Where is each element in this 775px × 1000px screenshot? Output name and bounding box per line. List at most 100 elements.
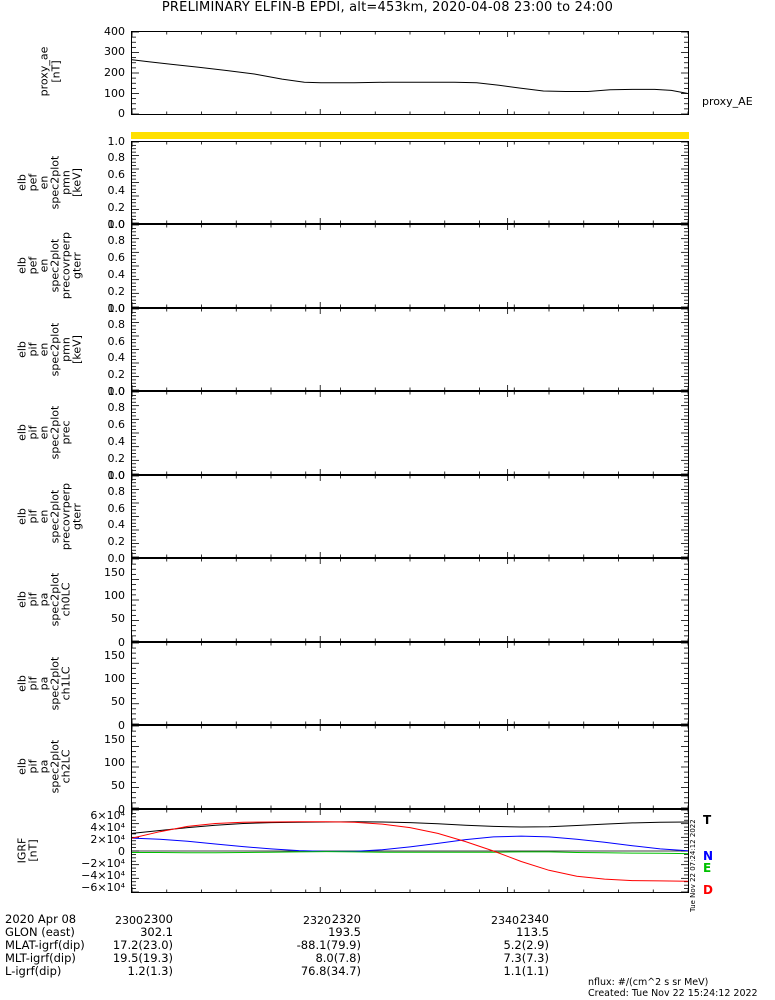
ytick: 1.0 [107, 217, 126, 231]
annotation-value: -88.1(79.9) [296, 938, 361, 952]
ytick: 0.0 [107, 551, 126, 565]
annotation-value: 2340 [519, 912, 549, 926]
ytick: 1.0 [107, 384, 126, 398]
annotation-row-label-date: 2020 Apr 08 [5, 912, 77, 926]
ytick: 0.0 [107, 217, 126, 231]
ytick: 50 [111, 695, 125, 709]
ytick: 400 [104, 25, 125, 38]
ytick: 300 [104, 45, 125, 58]
ytick: 100 [104, 672, 125, 686]
proxy-ae-right-label: proxy_AE [702, 95, 753, 108]
panel-grid [132, 643, 688, 724]
ytick: 1.0 [107, 301, 126, 315]
annotation-value: 17.2(23.0) [112, 938, 173, 952]
ytick: 0 [118, 718, 125, 732]
ytick: 1.0 [107, 134, 126, 148]
panel-grid [132, 726, 688, 808]
panel-proxy-ae [131, 31, 689, 115]
ytick: 0.2 [107, 284, 126, 298]
panel-igrf [131, 809, 689, 893]
ytick: 0 [118, 802, 125, 816]
footer-units: nflux: #/(cm^2 s sr MeV) [588, 977, 709, 988]
panel-grid [132, 392, 688, 474]
annotation-value: 1.1(1.1) [503, 964, 549, 978]
legend-item-east: E [703, 861, 712, 875]
panel-pif-pa-ch1lc [131, 642, 689, 725]
ytick: 0 [118, 844, 125, 858]
panel-grid [132, 559, 688, 641]
axis-label-line: gterr [70, 502, 84, 530]
ytick: 6×10⁴ [90, 808, 125, 822]
ytick: 50 [111, 612, 125, 626]
ytick: 100 [104, 87, 125, 100]
ytick: 0.8 [107, 318, 126, 332]
ytick: 0.2 [107, 200, 126, 214]
annotation-value: 8.0(7.8) [315, 951, 361, 965]
annotation-value: 7.3(7.3) [503, 951, 549, 965]
ytick: 0.4 [107, 351, 126, 365]
ytick: 0.8 [107, 485, 126, 499]
annotation-value: 5.2(2.9) [503, 938, 549, 952]
ytick: 0.6 [107, 418, 126, 432]
legend-item-total: T [703, 813, 712, 827]
xtick-label: 2320 [303, 914, 331, 927]
ytick: 4×10⁴ [90, 820, 125, 834]
ytick: 0.8 [107, 401, 126, 415]
ytick: 0.6 [107, 334, 126, 348]
ytick: 0.2 [107, 367, 126, 381]
igrf-plot [132, 810, 688, 892]
ytick: −4×10⁴ [81, 868, 125, 882]
annotation-value: 2320 [331, 912, 361, 926]
panel-pef-en-pmn [131, 141, 689, 224]
ytick: 2×10⁴ [90, 832, 125, 846]
annotation-row-label-l: L-igrf(dip) [5, 964, 62, 978]
ytick: 0.6 [107, 501, 126, 515]
xtick-label: 2340 [491, 914, 519, 927]
panel-grid [132, 225, 688, 307]
igrf-side-timestamp: Tue Nov 22 07:24:12 2022 [689, 819, 697, 912]
legend-item-north: N [703, 849, 714, 863]
ytick: 200 [104, 66, 125, 79]
ytick: 0 [118, 635, 125, 649]
panel-pif-pa-ch0lc [131, 558, 689, 642]
annotation-row-label-mlt: MLT-igrf(dip) [5, 951, 76, 965]
footer-created: Created: Tue Nov 22 15:24:12 2022 [588, 988, 758, 999]
annotation-value: 113.5 [516, 925, 549, 939]
ytick: 0.6 [107, 251, 126, 265]
annotation-row-label-mlat: MLAT-igrf(dip) [5, 938, 85, 952]
ytick: 0.4 [107, 184, 126, 198]
ytick: 50 [111, 779, 125, 793]
ytick: 150 [104, 565, 125, 579]
ytick: 0.4 [107, 518, 126, 532]
annotation-row-label-glon: GLON (east) [5, 925, 75, 939]
annotation-value: 76.8(34.7) [300, 964, 361, 978]
panel-grid [132, 309, 688, 390]
ytick: 0.4 [107, 434, 126, 448]
annotation-value: 19.5(19.3) [112, 951, 173, 965]
panel-grid [132, 142, 688, 223]
ytick: 0.6 [107, 167, 126, 181]
panel-pif-en-pmn [131, 308, 689, 391]
xtick-label: 2300 [115, 914, 143, 927]
ytick: 0.0 [107, 468, 126, 482]
panel-grid [132, 476, 688, 557]
annotation-value: 2300 [143, 912, 173, 926]
ytick: 150 [104, 732, 125, 746]
ytick: 100 [104, 755, 125, 769]
annotation-value: 193.5 [328, 925, 361, 939]
panel-pif-pa-ch2lc [131, 725, 689, 809]
axis-label-line: [nT] [49, 60, 63, 83]
ytick: 0.2 [107, 534, 126, 548]
ytick: 100 [104, 588, 125, 602]
ytick: 150 [104, 649, 125, 663]
legend-item-down: D [703, 883, 713, 897]
proxy-ae-plot [132, 32, 688, 114]
highlight-bar [131, 132, 689, 139]
axis-label-line: [nT] [26, 839, 40, 862]
ytick: −2×10⁴ [81, 856, 125, 870]
ytick: 1.0 [107, 468, 126, 482]
ytick: −6×10⁴ [81, 880, 125, 894]
annotation-value: 302.1 [140, 925, 173, 939]
page-title: PRELIMINARY ELFIN-B EPDI, alt=453km, 202… [161, 0, 614, 15]
ytick: 0.8 [107, 151, 126, 165]
